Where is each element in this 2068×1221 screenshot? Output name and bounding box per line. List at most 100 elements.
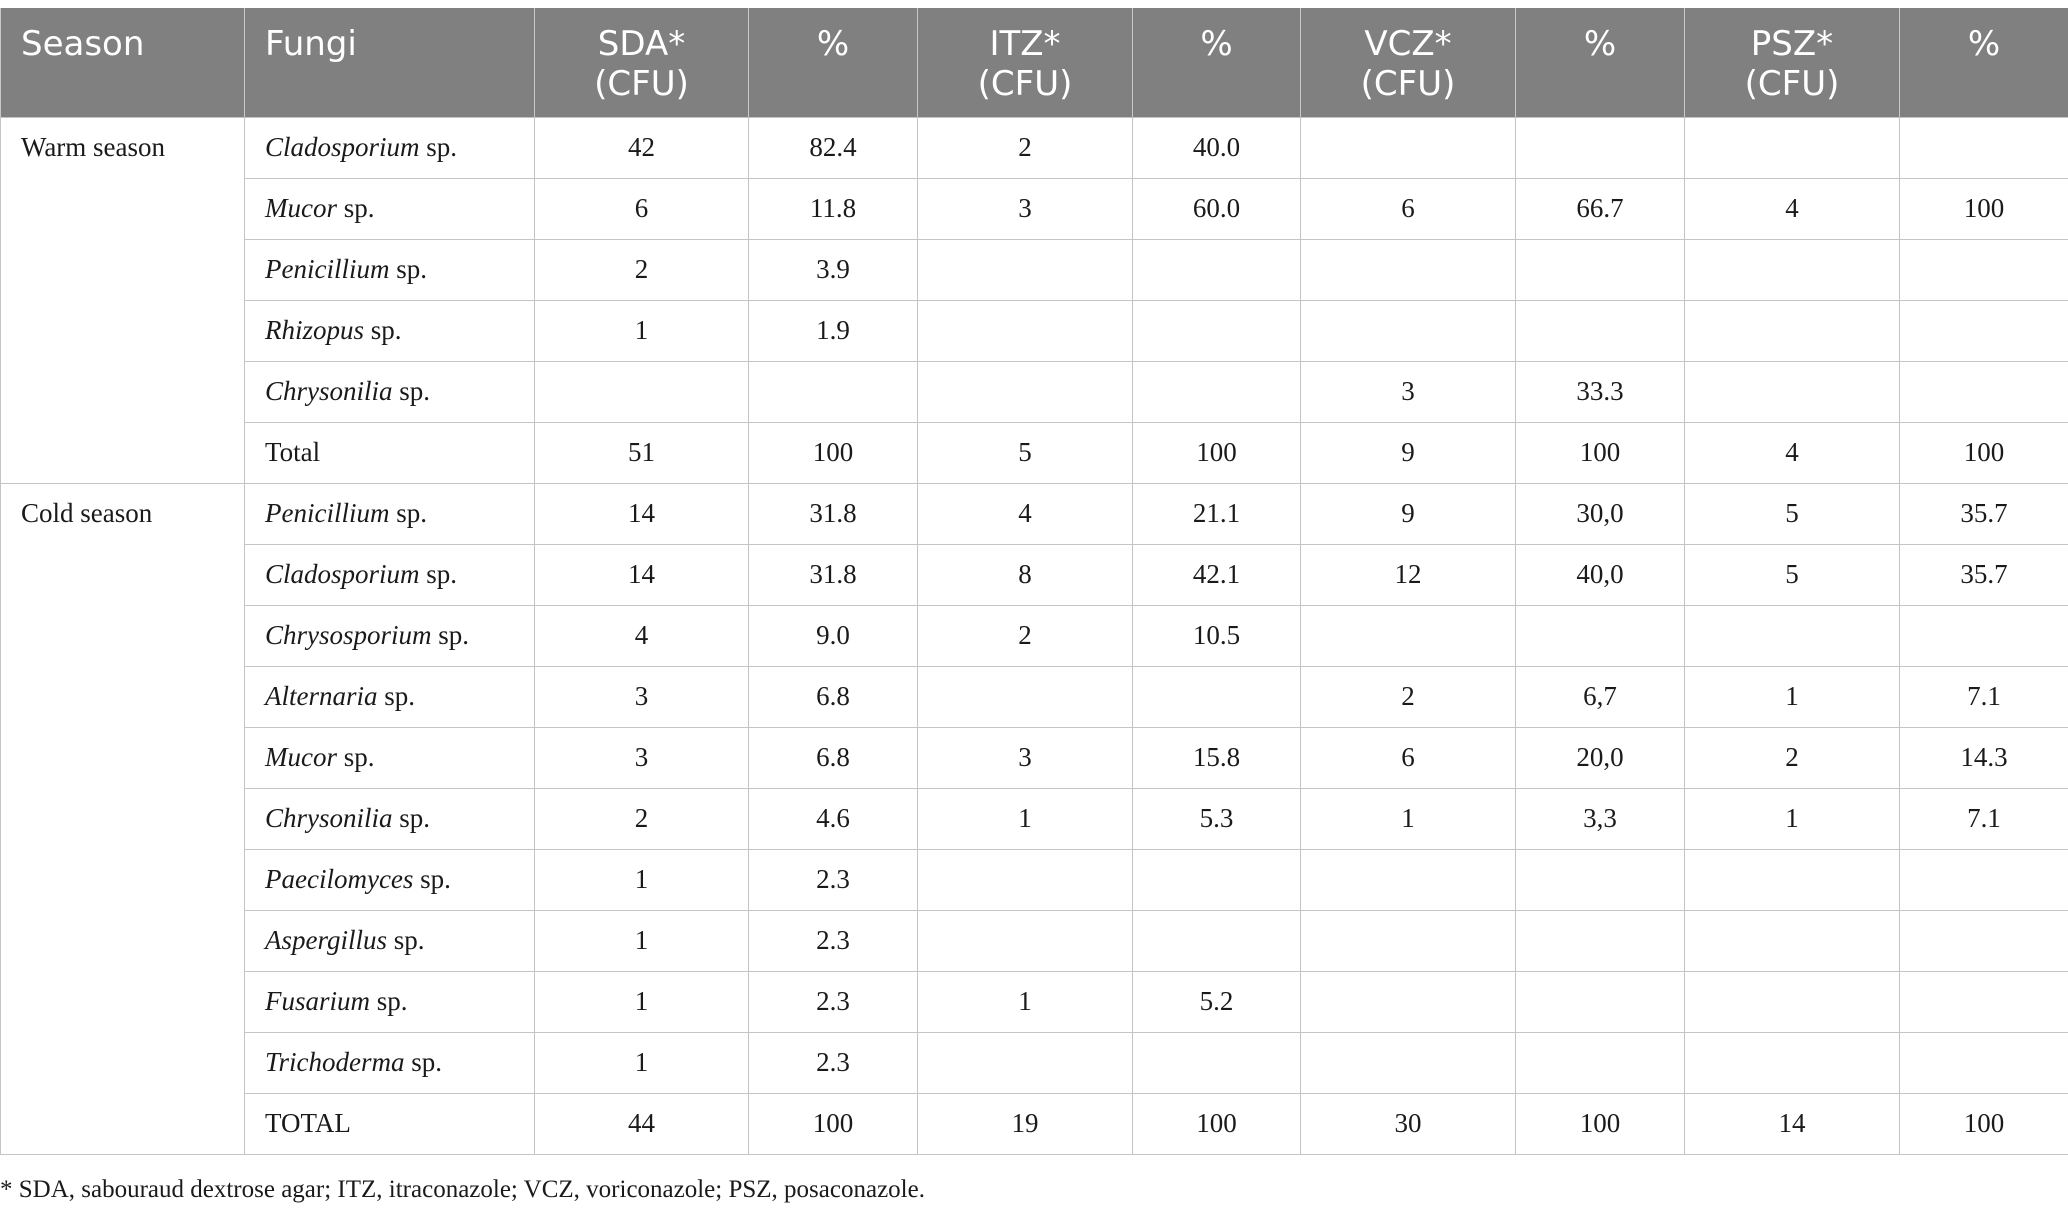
value-cell	[1684, 116, 1900, 179]
value-cell: 6	[1300, 177, 1516, 240]
value-cell: 21.1	[1132, 482, 1301, 545]
value-cell: 5	[1684, 482, 1900, 545]
value-cell: 14.3	[1899, 726, 2068, 789]
header-label: ITZ*	[989, 24, 1061, 64]
table-row: Penicillium sp. 2 3.9	[1, 238, 2068, 301]
value-cell: 4	[534, 604, 749, 667]
table-footnote: * SDA, sabouraud dextrose agar; ITZ, itr…	[0, 1176, 925, 1203]
value-cell	[1132, 665, 1301, 728]
value-cell: 42	[534, 116, 749, 179]
header-vcz-cfu: VCZ* (CFU)	[1300, 8, 1516, 117]
value-cell: 100	[1515, 421, 1685, 484]
value-cell	[1515, 604, 1685, 667]
genus-name: Penicillium	[265, 254, 390, 284]
value-cell	[1684, 909, 1900, 972]
table-row: Chrysosporium sp. 4 9.0 2 10.5	[1, 604, 2068, 667]
value-cell	[1899, 360, 2068, 423]
fungi-cell: Chrysonilia sp.	[244, 360, 535, 423]
value-cell	[1515, 848, 1685, 911]
species-suffix: sp.	[413, 864, 451, 894]
genus-name: Fusarium	[265, 986, 371, 1016]
value-cell	[1899, 1031, 2068, 1094]
header-itz-cfu: ITZ* (CFU)	[917, 8, 1133, 117]
value-cell: 2	[917, 116, 1133, 179]
value-cell	[1300, 299, 1516, 362]
value-cell	[1899, 604, 2068, 667]
fungi-cell: Total	[244, 421, 535, 484]
value-cell: 100	[1515, 1092, 1685, 1155]
value-cell	[1300, 970, 1516, 1033]
value-cell	[1684, 238, 1900, 301]
value-cell	[917, 360, 1133, 423]
value-cell: 30,0	[1515, 482, 1685, 545]
value-cell: 14	[534, 482, 749, 545]
species-suffix: sp.	[389, 254, 427, 284]
value-cell: 100	[748, 421, 918, 484]
fungi-cell: Paecilomyces sp.	[244, 848, 535, 911]
value-cell	[1132, 848, 1301, 911]
table-row: TOTAL 44 100 19 100 30 100 14 100	[1, 1092, 2068, 1155]
header-label: SDA*	[597, 24, 686, 64]
fungi-cell: Chrysosporium sp.	[244, 604, 535, 667]
value-cell	[1684, 360, 1900, 423]
value-cell: 9	[1300, 421, 1516, 484]
genus-name: Chrysonilia	[265, 803, 393, 833]
fungi-cell: Fusarium sp.	[244, 970, 535, 1033]
value-cell: 42.1	[1132, 543, 1301, 606]
fungi-cell: Trichoderma sp.	[244, 1031, 535, 1094]
header-unit: (CFU)	[977, 64, 1073, 104]
table-row: Alternaria sp. 3 6.8 2 6,7 1 7.1	[1, 665, 2068, 728]
value-cell: 4	[1684, 421, 1900, 484]
value-cell	[1515, 909, 1685, 972]
value-cell: 2	[534, 787, 749, 850]
species-suffix: sp.	[370, 986, 408, 1016]
genus-name: Trichoderma	[265, 1047, 405, 1077]
value-cell: 9.0	[748, 604, 918, 667]
value-cell: 5.2	[1132, 970, 1301, 1033]
value-cell	[917, 848, 1133, 911]
fungi-cell: Rhizopus sp.	[244, 299, 535, 362]
genus-name: Chrysosporium	[265, 620, 432, 650]
value-cell: 40,0	[1515, 543, 1685, 606]
value-cell: 6,7	[1515, 665, 1685, 728]
value-cell	[1684, 299, 1900, 362]
table-row: Aspergillus sp. 1 2.3	[1, 909, 2068, 972]
value-cell: 6.8	[748, 665, 918, 728]
value-cell: 100	[1899, 177, 2068, 240]
value-cell: 10.5	[1132, 604, 1301, 667]
value-cell	[917, 299, 1133, 362]
value-cell: 15.8	[1132, 726, 1301, 789]
species-suffix: sp.	[377, 681, 416, 711]
header-label: %	[1583, 24, 1617, 64]
value-cell	[1132, 909, 1301, 972]
value-cell: 100	[748, 1092, 918, 1155]
species-suffix: sp.	[419, 132, 458, 162]
value-cell	[1684, 604, 1900, 667]
value-cell	[1132, 238, 1301, 301]
table-row: Chrysonilia sp. 3 33.3	[1, 360, 2068, 423]
value-cell: 8	[917, 543, 1133, 606]
value-cell	[1899, 970, 2068, 1033]
header-label: Season	[21, 24, 145, 64]
value-cell: 31.8	[748, 543, 918, 606]
season-cell: Cold season	[0, 482, 245, 1155]
value-cell	[1899, 848, 2068, 911]
fungi-cell: Cladosporium sp.	[244, 543, 535, 606]
fungi-cell: Mucor sp.	[244, 726, 535, 789]
value-cell	[1515, 299, 1685, 362]
value-cell: 4.6	[748, 787, 918, 850]
value-cell: 82.4	[748, 116, 918, 179]
value-cell: 7.1	[1899, 665, 2068, 728]
value-cell: 2	[1300, 665, 1516, 728]
value-cell: 100	[1132, 421, 1301, 484]
header-label: VCZ*	[1364, 24, 1452, 64]
value-cell: 3	[917, 726, 1133, 789]
table-row: Fusarium sp. 1 2.3 1 5.2	[1, 970, 2068, 1033]
value-cell	[1515, 116, 1685, 179]
header-label: Fungi	[265, 24, 357, 64]
value-cell: 9	[1300, 482, 1516, 545]
genus-name: Cladosporium	[265, 559, 420, 589]
value-cell	[748, 360, 918, 423]
fungi-cell: Penicillium sp.	[244, 238, 535, 301]
value-cell: 2.3	[748, 970, 918, 1033]
